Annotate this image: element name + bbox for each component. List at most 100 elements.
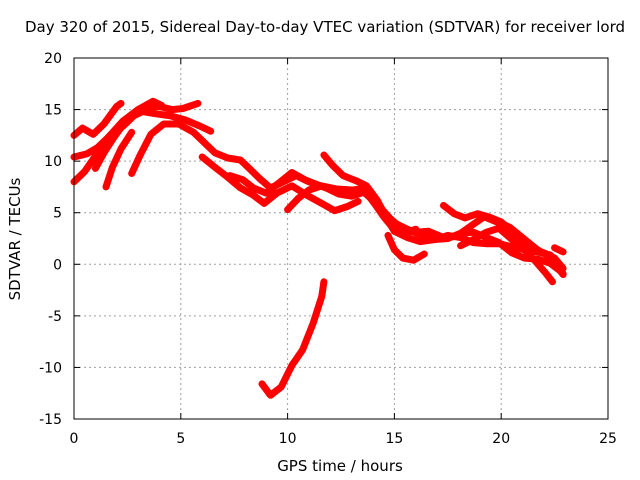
data-point bbox=[92, 153, 98, 159]
series-arc-12 bbox=[440, 202, 567, 272]
data-point bbox=[364, 183, 370, 189]
data-point bbox=[238, 185, 244, 191]
data-point bbox=[560, 249, 566, 255]
data-point bbox=[278, 384, 284, 390]
data-point bbox=[392, 228, 397, 234]
data-point bbox=[238, 157, 244, 163]
data-point bbox=[182, 117, 188, 123]
series-plus-markers bbox=[259, 278, 327, 399]
data-point bbox=[101, 121, 107, 127]
data-point bbox=[552, 245, 557, 251]
series-arc-9 bbox=[284, 182, 420, 237]
data-point bbox=[485, 214, 491, 220]
data-point bbox=[530, 247, 536, 253]
series-arc-13 bbox=[457, 224, 556, 286]
data-point bbox=[261, 201, 267, 206]
series-arc-5 bbox=[102, 128, 136, 191]
data-point bbox=[152, 111, 158, 117]
data-point bbox=[345, 204, 350, 209]
data-point bbox=[496, 241, 502, 247]
data-point bbox=[332, 208, 337, 214]
data-point bbox=[251, 192, 256, 198]
data-point bbox=[383, 214, 389, 220]
data-point bbox=[227, 173, 233, 178]
data-point bbox=[302, 177, 308, 183]
data-point bbox=[197, 123, 203, 129]
data-point bbox=[246, 165, 252, 171]
data-point bbox=[541, 250, 547, 256]
data-point bbox=[129, 129, 135, 135]
y-tick-label: 15 bbox=[44, 103, 62, 119]
y-tick-label: -10 bbox=[39, 360, 62, 376]
data-point bbox=[319, 183, 325, 189]
y-tick-label: 20 bbox=[44, 51, 62, 67]
axis-ticks: 0 5 10 15 20 25 -15 -10 -5 0 5 10 15 20 bbox=[39, 51, 617, 447]
data-point bbox=[509, 237, 515, 242]
data-point bbox=[413, 226, 419, 232]
data-point bbox=[274, 190, 280, 196]
data-point bbox=[509, 244, 515, 250]
data-point bbox=[451, 211, 457, 217]
data-point bbox=[417, 239, 423, 244]
data-point bbox=[180, 106, 186, 111]
data-point bbox=[103, 184, 109, 190]
data-point bbox=[295, 195, 301, 201]
data-point bbox=[509, 228, 515, 234]
data-point bbox=[498, 219, 504, 225]
data-point bbox=[355, 198, 361, 204]
series-arc-7 bbox=[198, 153, 362, 215]
data-point bbox=[471, 229, 476, 235]
data-point bbox=[289, 170, 295, 175]
y-tick-label: 5 bbox=[53, 206, 62, 222]
y-tick-label: 0 bbox=[53, 257, 62, 273]
data-point bbox=[353, 178, 359, 184]
series-trace bbox=[258, 278, 328, 399]
data-point bbox=[458, 243, 464, 249]
plot-frame bbox=[73, 57, 609, 420]
data-point bbox=[201, 140, 207, 145]
data-point bbox=[334, 186, 340, 192]
data-point bbox=[426, 228, 431, 234]
y-axis-label: SDTVAR / TECUs bbox=[6, 177, 24, 300]
chart-title: Day 320 of 2015, Sidereal Day-to-day VTE… bbox=[25, 18, 625, 36]
series-trace bbox=[128, 120, 567, 279]
data-point bbox=[195, 100, 201, 106]
grid-lines bbox=[74, 58, 608, 419]
data-point bbox=[349, 193, 355, 199]
data-point bbox=[432, 237, 438, 242]
data-point bbox=[118, 100, 124, 106]
data-point bbox=[92, 165, 98, 171]
data-point bbox=[306, 187, 312, 193]
series-arc-11 bbox=[384, 231, 428, 264]
data-point bbox=[483, 241, 489, 247]
series-arc-6 bbox=[128, 120, 567, 279]
series-plus-markers bbox=[128, 121, 567, 278]
data-point bbox=[319, 293, 325, 299]
data-point bbox=[259, 381, 265, 387]
data-point bbox=[114, 104, 120, 109]
data-point bbox=[82, 169, 88, 174]
data-point bbox=[251, 185, 256, 191]
x-tick-label: 5 bbox=[176, 431, 185, 447]
data-point bbox=[208, 128, 214, 134]
data-point bbox=[475, 211, 481, 217]
x-axis-label: GPS time / hours bbox=[277, 457, 403, 475]
data-point bbox=[118, 146, 124, 152]
data-point bbox=[125, 116, 130, 122]
data-series-layer bbox=[70, 97, 567, 399]
data-point bbox=[191, 129, 197, 135]
data-point bbox=[496, 225, 502, 231]
data-point bbox=[167, 113, 173, 119]
data-point bbox=[101, 150, 107, 156]
data-point bbox=[543, 271, 549, 276]
x-tick-label: 20 bbox=[492, 431, 510, 447]
data-point bbox=[90, 131, 96, 137]
x-tick-label: 15 bbox=[385, 431, 403, 447]
data-point bbox=[385, 233, 391, 238]
x-tick-label: 25 bbox=[599, 431, 617, 447]
data-point bbox=[268, 392, 273, 398]
data-point bbox=[112, 133, 117, 139]
data-point bbox=[276, 180, 282, 186]
